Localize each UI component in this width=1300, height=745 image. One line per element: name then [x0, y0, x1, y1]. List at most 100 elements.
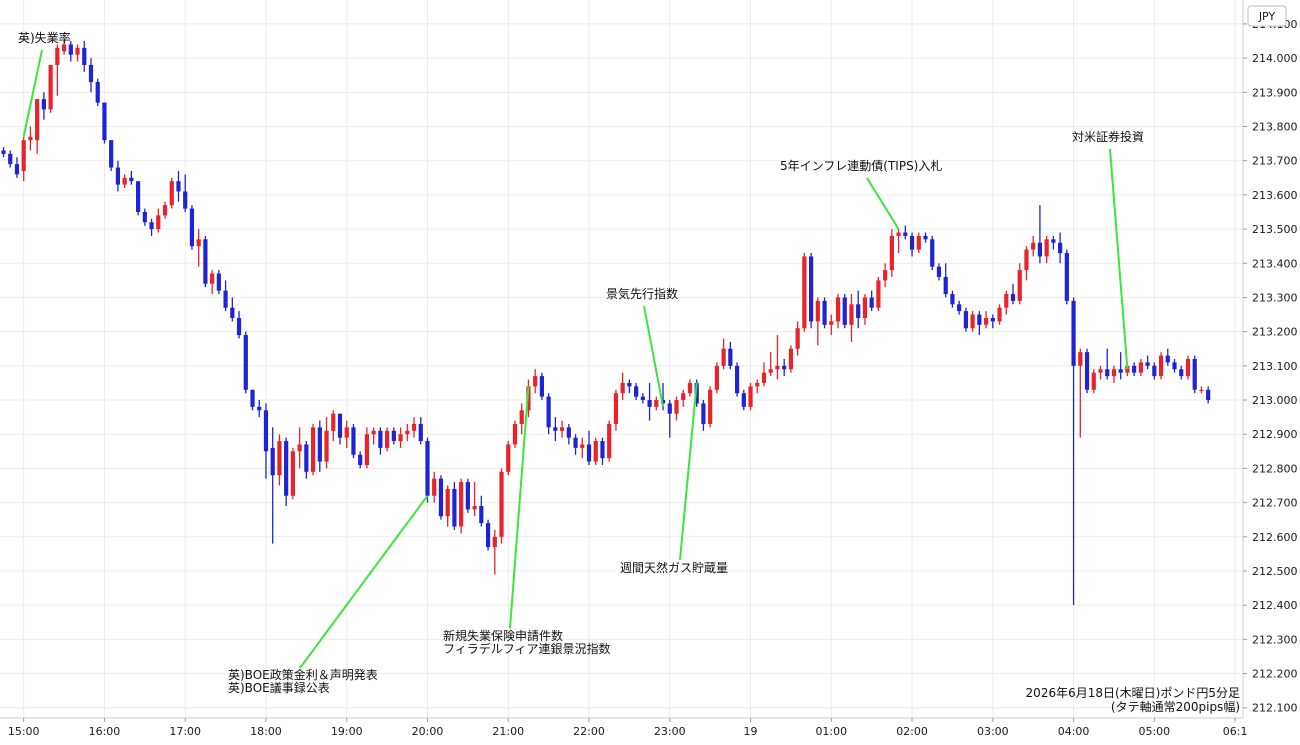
candle-body — [236, 317, 242, 336]
candle-up — [196, 229, 201, 267]
candle-body — [485, 523, 491, 548]
candle-body — [14, 164, 20, 175]
candle-down — [1179, 365, 1184, 380]
candle-down — [546, 393, 551, 435]
candle-up — [411, 417, 417, 438]
candle-body — [102, 102, 107, 141]
price-tick-label: 212.700 — [1252, 497, 1298, 510]
candle-up — [829, 314, 834, 336]
candle-down — [728, 341, 733, 370]
candle-down — [809, 253, 814, 329]
candle-down — [586, 430, 592, 465]
candle-body — [559, 427, 565, 431]
candle-body — [61, 44, 67, 52]
candle-body — [1199, 389, 1204, 391]
candle-body — [48, 64, 53, 110]
candle-down — [41, 92, 46, 120]
candle-up — [1004, 290, 1009, 315]
candle-down — [963, 307, 968, 332]
time-tick-label: 03:00 — [977, 725, 1009, 738]
candle-up — [512, 420, 518, 448]
candle-body — [782, 365, 787, 370]
candle-body — [788, 348, 794, 370]
time-tick-label: 22:00 — [573, 725, 605, 738]
grid-lines — [0, 0, 1243, 718]
annotation-pointer — [643, 305, 665, 408]
candle-down — [667, 400, 672, 438]
candle-body — [512, 423, 518, 445]
candle-down — [1064, 249, 1069, 305]
candle-body — [983, 317, 989, 325]
candle-body — [687, 382, 693, 394]
candle-body — [930, 239, 935, 267]
candle-body — [755, 382, 760, 387]
candle-body — [297, 444, 302, 452]
candle-down — [438, 475, 444, 520]
candle-body — [1044, 239, 1049, 257]
candle-down — [1145, 355, 1150, 370]
candle-body — [963, 311, 968, 329]
candle-up — [1199, 386, 1204, 394]
candle-body — [317, 427, 322, 462]
candle-body — [1192, 359, 1197, 390]
time-tick-label: 15:00 — [8, 725, 40, 738]
candle-down — [68, 41, 73, 62]
candle-body — [761, 372, 767, 383]
candle-down — [909, 232, 915, 257]
candle-body — [580, 444, 585, 448]
candle-body — [41, 99, 46, 110]
candle-body — [990, 317, 995, 322]
candle-down — [115, 160, 121, 192]
candle-up — [721, 338, 726, 370]
candle-body — [741, 393, 746, 407]
price-tick-label: 213.800 — [1252, 121, 1298, 134]
candle-up — [775, 335, 780, 380]
candle-body — [1071, 300, 1076, 366]
candle-down — [142, 208, 147, 226]
candle-body — [418, 423, 423, 442]
candle-up — [310, 423, 316, 476]
candle-up — [21, 136, 26, 182]
candle-up — [1185, 355, 1191, 380]
time-tick-label: 19:00 — [331, 725, 363, 738]
time-tick-label: 20:00 — [412, 725, 444, 738]
candle-body — [1078, 352, 1083, 366]
candle-down — [304, 441, 309, 479]
candle-down — [189, 205, 195, 250]
candle-body — [189, 208, 195, 247]
candle-down — [1037, 205, 1043, 264]
time-tick-label: 23:00 — [654, 725, 686, 738]
candle-body — [136, 181, 141, 212]
candle-body — [539, 376, 544, 397]
candle-body — [358, 454, 363, 465]
candle-body — [479, 506, 484, 524]
price-tick-label: 213.600 — [1252, 189, 1298, 202]
candle-body — [714, 365, 719, 390]
candle-up — [162, 201, 168, 219]
candle-body — [607, 423, 612, 459]
candle-down — [640, 393, 645, 404]
candle-body — [1165, 355, 1170, 363]
candle-up — [1158, 352, 1164, 380]
candle-down — [1, 147, 6, 158]
candle-up — [997, 304, 1002, 325]
candle-body — [1158, 355, 1164, 377]
candle-down — [990, 314, 995, 329]
candle-body — [916, 235, 921, 250]
price-tick-label: 213.100 — [1252, 360, 1298, 373]
candle-body — [1132, 365, 1137, 373]
candle-body — [936, 266, 942, 277]
candle-body — [459, 482, 464, 527]
candle-body — [1058, 242, 1063, 254]
candle-down — [337, 413, 343, 445]
annotation-pointer — [299, 495, 429, 669]
price-tick-label: 213.300 — [1252, 291, 1298, 304]
candle-up — [169, 177, 174, 209]
candle-body — [1064, 253, 1069, 301]
candle-up — [398, 427, 403, 448]
candle-down — [957, 300, 962, 315]
candle-body — [310, 427, 316, 472]
candle-down — [203, 235, 208, 288]
price-tick-label: 212.100 — [1252, 702, 1298, 715]
